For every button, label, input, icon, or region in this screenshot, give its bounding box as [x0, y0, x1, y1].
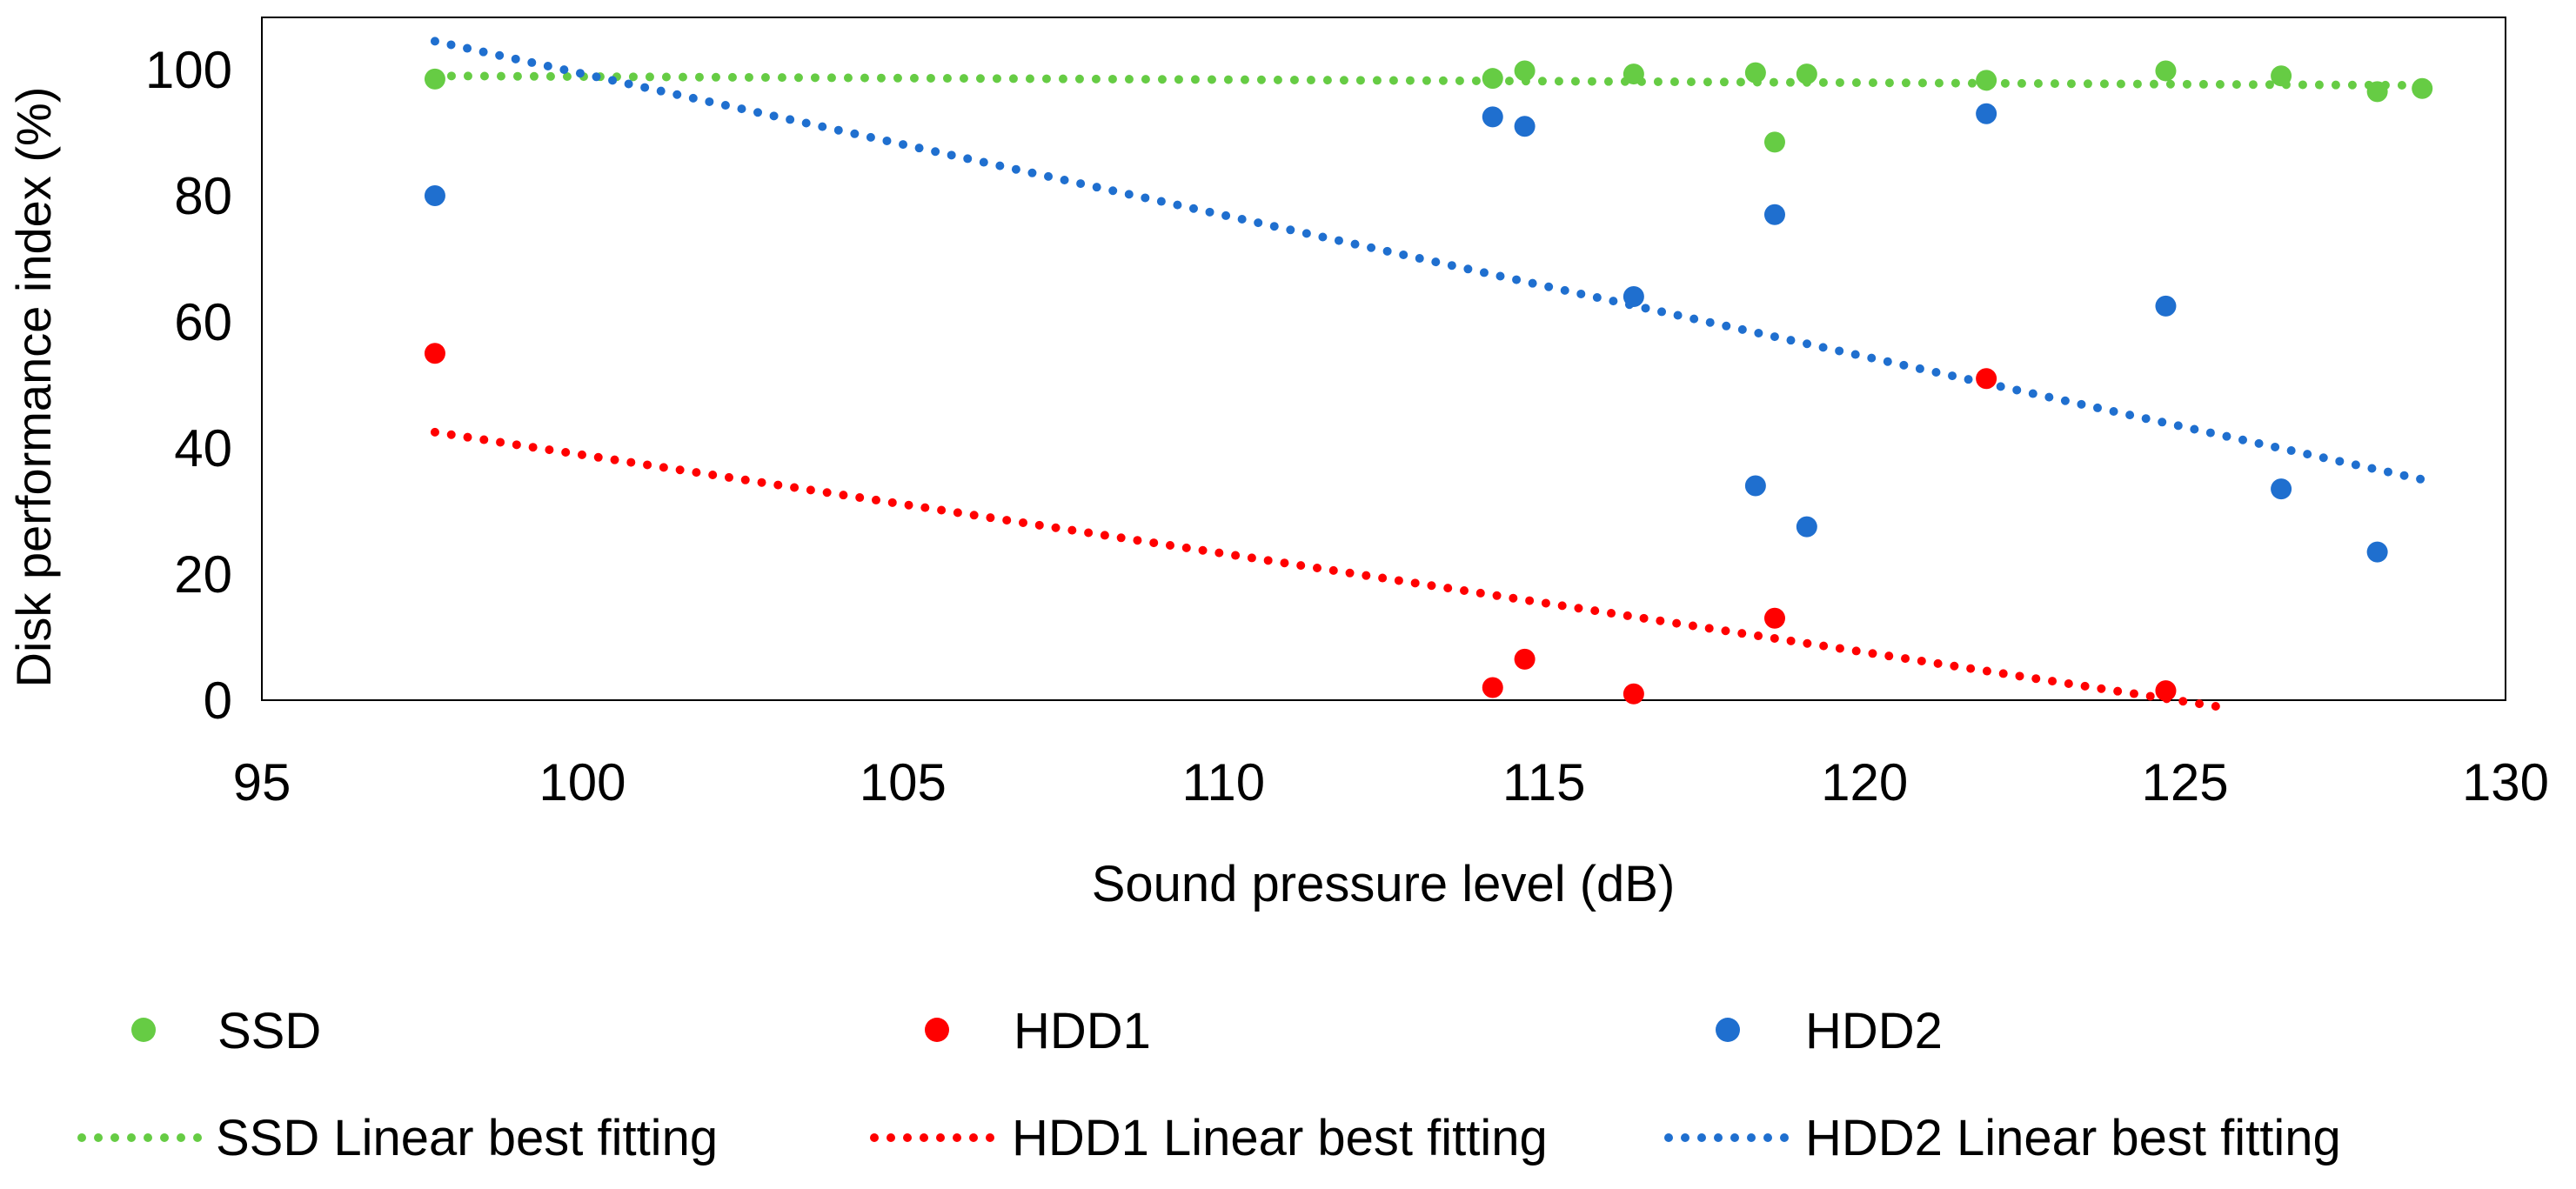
plot-area — [261, 17, 2506, 711]
ssd-point — [1744, 62, 1766, 83]
x-tick-label: 95 — [233, 753, 291, 812]
ssd-point — [2412, 77, 2433, 99]
hdd1-point — [424, 343, 445, 364]
hdd2-point — [1976, 103, 1997, 124]
x-axis-label: Sound pressure level (dB) — [1092, 856, 1676, 912]
y-axis-label: Disk performance index (%) — [6, 87, 61, 688]
legend-trendline-label-1: HDD1 Linear best fitting — [1012, 1110, 1548, 1166]
hdd2-point — [1514, 116, 1536, 137]
ssd-point — [1482, 68, 1503, 90]
y-axis: 0 20 40 60 80 100 — [145, 41, 232, 730]
x-tick-label: 125 — [2142, 753, 2229, 812]
x-tick-label: 105 — [860, 753, 947, 812]
legend-marker-ssd — [131, 1018, 156, 1042]
ssd-point — [424, 68, 445, 90]
legend-label-hdd1: HDD1 — [1014, 1003, 1151, 1059]
x-axis: 95 100 105 110 115 120 125 130 — [233, 753, 2549, 812]
hdd2-point — [1744, 475, 1766, 497]
ssd-point — [1796, 63, 1817, 85]
y-tick-label: 40 — [174, 419, 232, 478]
hdd1-point — [1623, 683, 1644, 705]
legend-trendline-label-2: HDD2 Linear best fitting — [1805, 1110, 2341, 1166]
ssd-point — [2271, 65, 2292, 87]
y-tick-label: 80 — [174, 167, 232, 225]
legend-label-ssd: SSD — [217, 1003, 321, 1059]
trendline-0 — [430, 71, 2427, 90]
y-tick-label: 0 — [204, 671, 232, 730]
ssd-point — [2155, 60, 2177, 82]
legend-marker-hdd2 — [1716, 1018, 1740, 1042]
hdd2-point — [424, 185, 445, 206]
hdd2-point — [2271, 478, 2292, 500]
hdd2-point — [1763, 204, 1785, 225]
trendline-1 — [430, 427, 2222, 711]
legend-label-hdd2: HDD2 — [1805, 1003, 1943, 1059]
hdd1-point — [1482, 677, 1503, 698]
legend-marker-hdd1 — [925, 1018, 949, 1042]
y-tick-label: 100 — [145, 41, 232, 99]
x-tick-label: 130 — [2462, 753, 2549, 812]
x-tick-label: 115 — [1502, 753, 1586, 812]
plot-frame — [261, 17, 2506, 701]
hdd2-point — [1623, 286, 1644, 307]
x-tick-label: 100 — [539, 753, 626, 812]
legend-trendline-label-0: SSD Linear best fitting — [216, 1110, 718, 1166]
ssd-point — [1514, 60, 1536, 82]
y-tick-label: 20 — [174, 545, 232, 604]
ssd-point — [1623, 63, 1644, 85]
hdd1-point — [1514, 648, 1536, 670]
ssd-point — [1763, 131, 1785, 153]
x-tick-label: 110 — [1181, 753, 1265, 812]
ssd-point — [1976, 70, 1997, 91]
hdd1-point — [2155, 680, 2177, 702]
hdd1-point — [1976, 368, 1997, 390]
hdd2-point — [1796, 516, 1817, 538]
trendline-2 — [430, 37, 2427, 484]
hdd1-point — [1763, 607, 1785, 629]
hdd2-point — [2366, 541, 2388, 563]
y-tick-label: 60 — [174, 293, 232, 351]
hdd2-point — [1482, 106, 1503, 128]
legend: SSD HDD1 HDD2 SSD Linear best fitting HDD1 L… — [77, 1003, 2341, 1166]
hdd2-point — [2155, 295, 2177, 317]
x-tick-label: 120 — [1821, 753, 1908, 812]
ssd-point — [2366, 81, 2388, 103]
